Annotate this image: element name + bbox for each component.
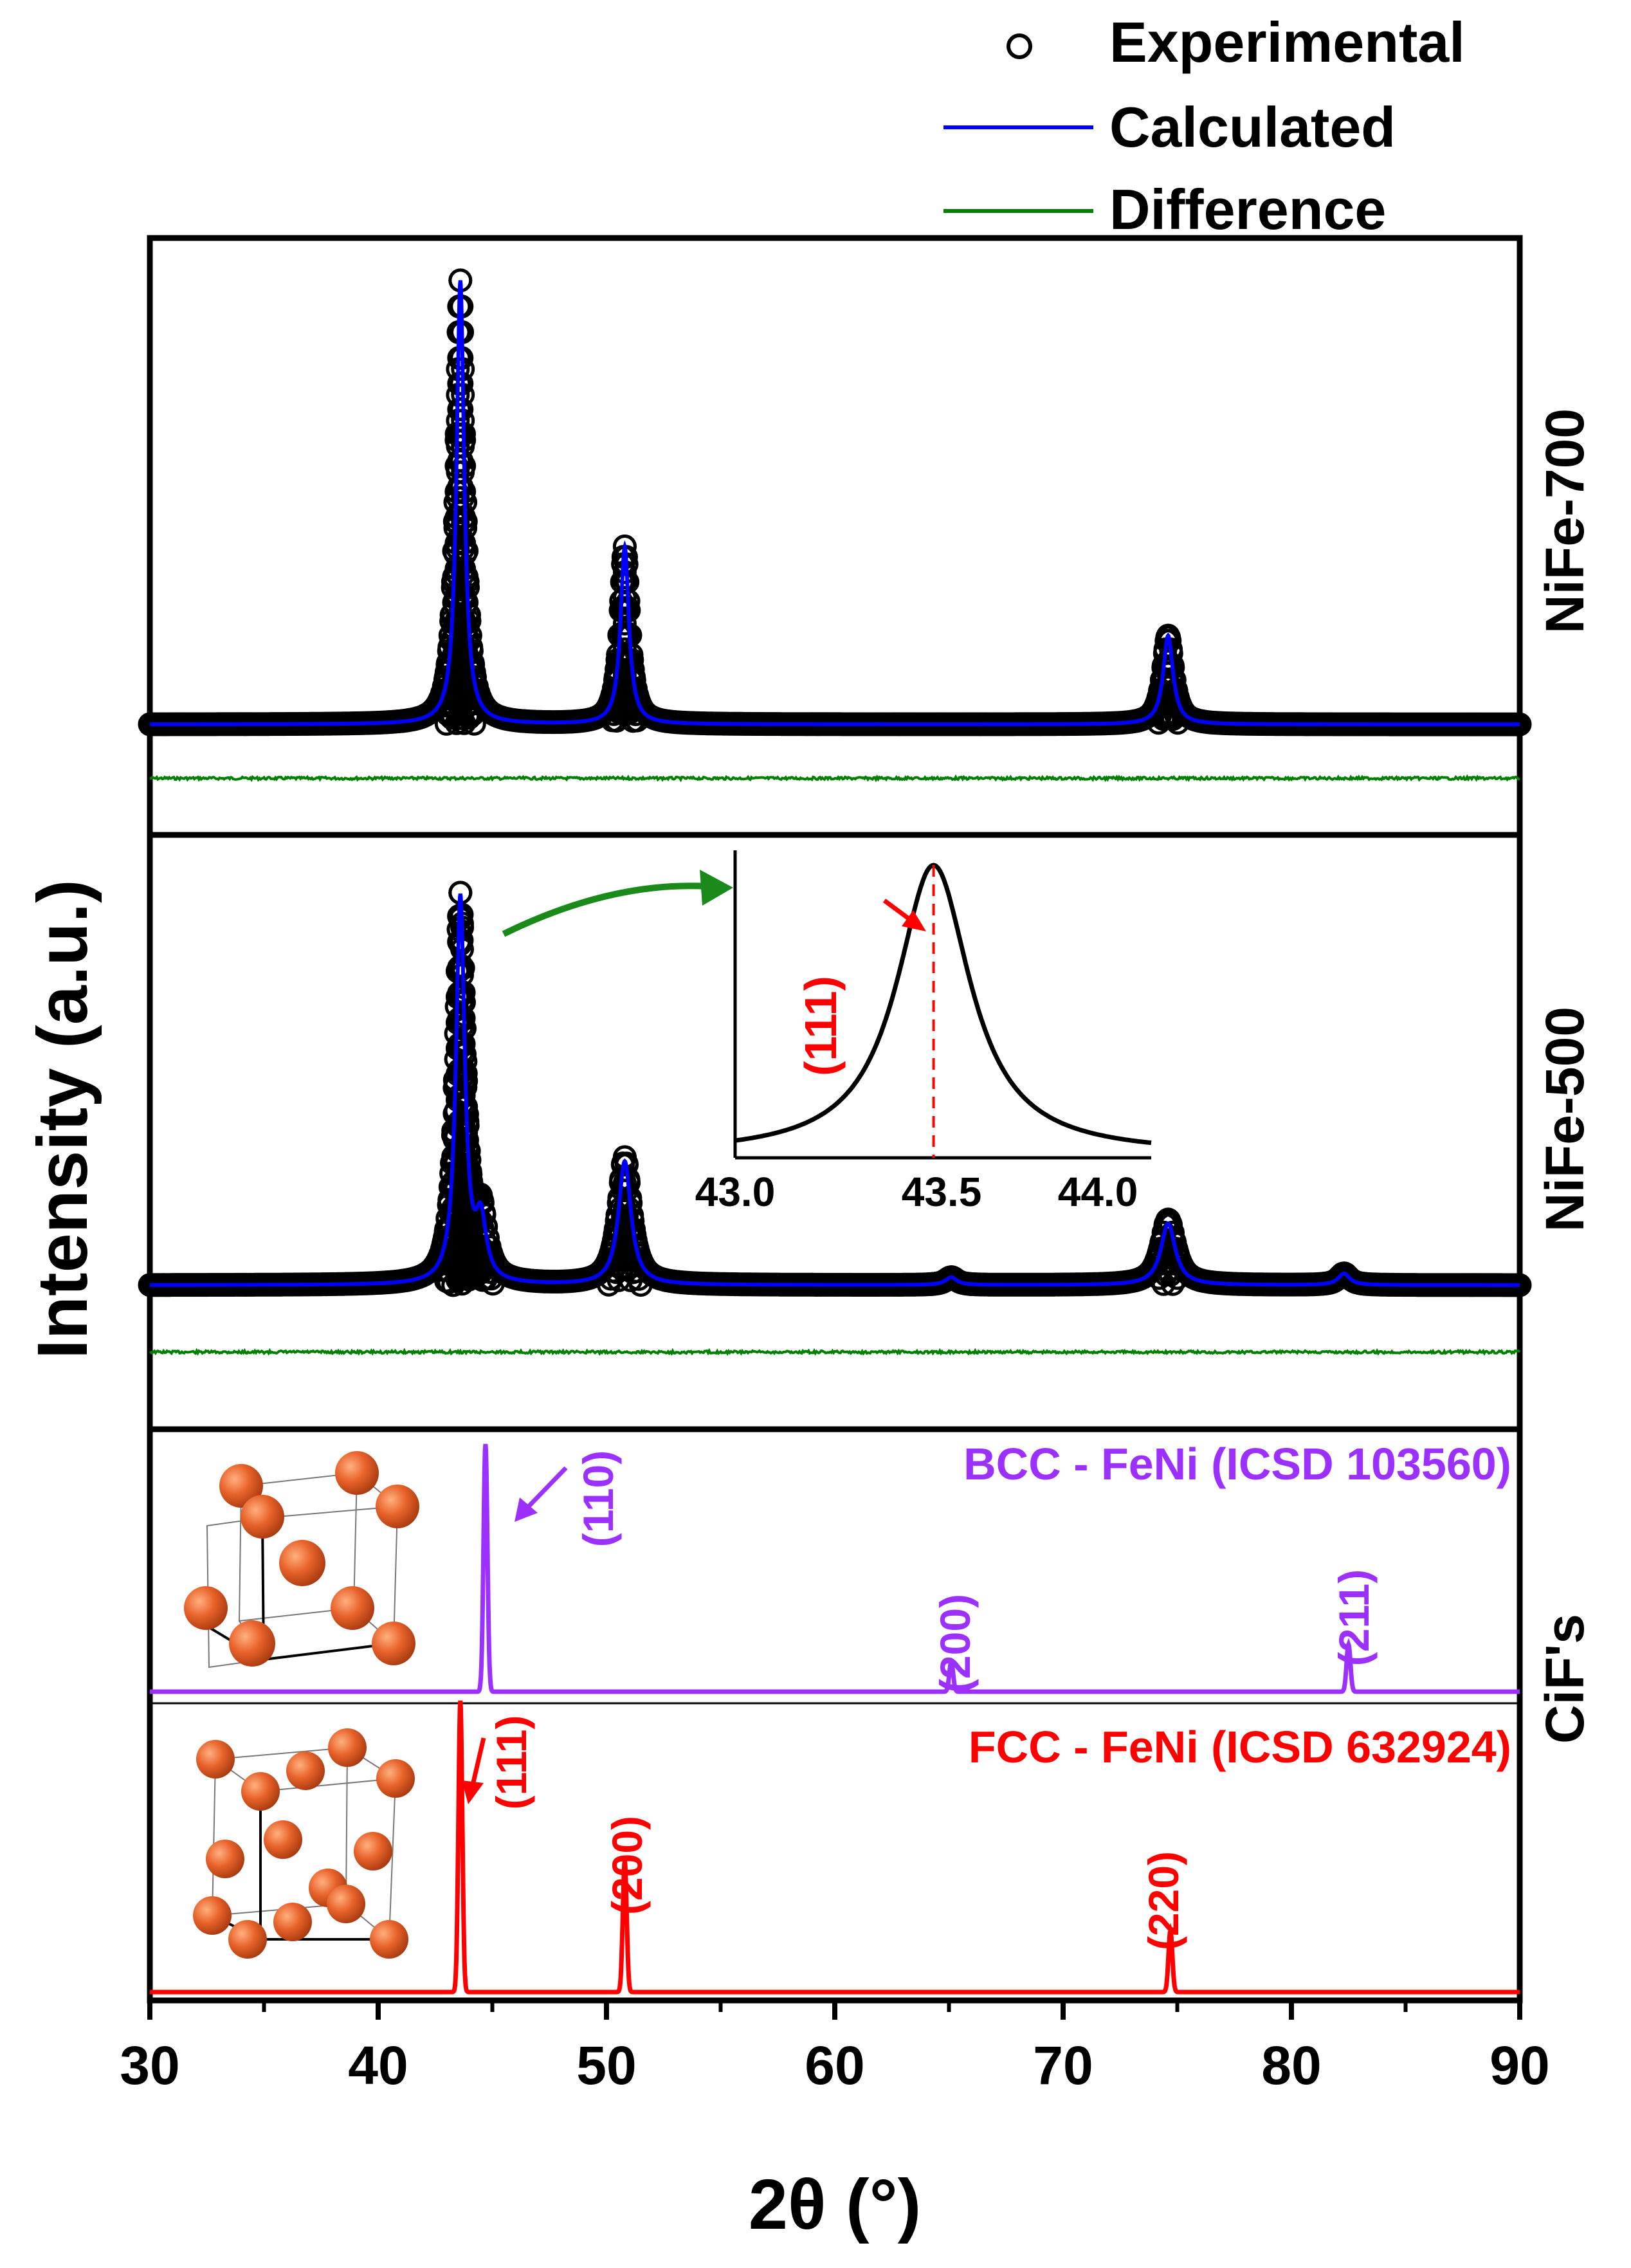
x-tick-label-80: 80	[1261, 2035, 1321, 2096]
panel-label-nife500: NiFe-500	[1535, 1007, 1595, 1232]
nife700-experimental-series	[138, 268, 1532, 736]
nife700-experimental-point	[460, 702, 485, 727]
nife700-experimental-point	[612, 586, 637, 610]
bcc-110-arrow	[525, 1466, 568, 1510]
bcc-title: BCC - FeNi (ICSD 103560)	[963, 1439, 1511, 1489]
nife500-experimental-point	[1183, 1267, 1208, 1291]
fcc-111-arrowhead	[462, 1780, 484, 1804]
inset-hkl-label: (111)	[796, 976, 846, 1076]
inset-xtick-44-0: 44.0	[1058, 1169, 1138, 1215]
nife500-experimental-point	[489, 1259, 514, 1283]
fcc-hkl-200: (200)	[603, 1816, 651, 1915]
inset-xtick-43-5: 43.5	[902, 1169, 982, 1215]
inset-111: (111) 43.0 43.5 44.0	[695, 850, 1152, 1215]
x-axis: 30 40 50 60 70 80 90	[120, 2000, 1550, 2096]
panel-cifs: BCC - FeNi (ICSD 103560) FCC - FeNi (ICS…	[150, 1439, 1520, 1995]
legend-experimental-marker	[1007, 33, 1032, 59]
nife700-experimental-point	[628, 691, 652, 715]
nife700-experimental-point	[612, 612, 637, 636]
fcc-pattern-line	[150, 1700, 1520, 1995]
fcc-crystal-structure	[193, 1728, 415, 1959]
panel-label-cifs: CiF's	[1535, 1614, 1595, 1744]
nife700-experimental-point	[612, 637, 637, 661]
fcc-hkl-220: (220)	[1140, 1851, 1187, 1950]
x-tick-label-30: 30	[120, 2035, 179, 2096]
panel-nife700	[138, 268, 1532, 783]
nife500-calculated-line	[150, 893, 1520, 1287]
bcc-hkl-110: (110)	[574, 1450, 622, 1547]
inset-hkl-arrowhead	[902, 910, 926, 931]
legend-difference-label: Difference	[1109, 178, 1386, 241]
fcc-hkl-111: (111)	[487, 1715, 535, 1810]
x-tick-label-50: 50	[576, 2035, 636, 2096]
legend-experimental-label: Experimental	[1109, 10, 1465, 74]
legend-calculated-label: Calculated	[1109, 95, 1396, 159]
y-axis-title: Intensity (a.u.)	[23, 879, 102, 1359]
bcc-hkl-211: (211)	[1330, 1569, 1378, 1666]
nife700-calculated-line	[150, 280, 1520, 727]
fcc-title: FCC - FeNi (ICSD 632924)	[969, 1722, 1511, 1772]
inset-pointer-arrowhead	[700, 870, 733, 906]
x-axis-title: 2θ (°)	[749, 2165, 921, 2244]
inset-peak-curve	[734, 863, 1152, 1146]
x-tick-label-90: 90	[1490, 2035, 1549, 2096]
nife500-experimental-series	[138, 881, 1532, 1297]
inset-xtick-43-0: 43.0	[695, 1169, 776, 1215]
nife500-experimental-point	[635, 1257, 659, 1282]
inset-pointer-arrow	[502, 883, 708, 937]
x-tick-label-40: 40	[348, 2035, 408, 2096]
nife700-difference-line	[149, 774, 1520, 783]
fcc-111-arrow	[470, 1737, 486, 1786]
nife700-experimental-point	[462, 711, 486, 736]
bcc-crystal-structure	[184, 1451, 419, 1669]
bcc-110-arrowhead	[515, 1497, 538, 1522]
bcc-hkl-200: (200)	[931, 1594, 979, 1693]
x-tick-label-60: 60	[805, 2035, 864, 2096]
panel-label-nife700: NiFe-700	[1535, 408, 1595, 634]
x-tick-label-70: 70	[1033, 2035, 1093, 2096]
panel-nife500: (111) 43.0 43.5 44.0	[138, 850, 1532, 1356]
legend: Experimental Calculated Difference	[943, 10, 1465, 241]
nife700-experimental-point	[1174, 702, 1198, 726]
nife500-difference-line	[149, 1348, 1521, 1356]
bcc-pattern-line	[150, 1443, 1520, 1694]
